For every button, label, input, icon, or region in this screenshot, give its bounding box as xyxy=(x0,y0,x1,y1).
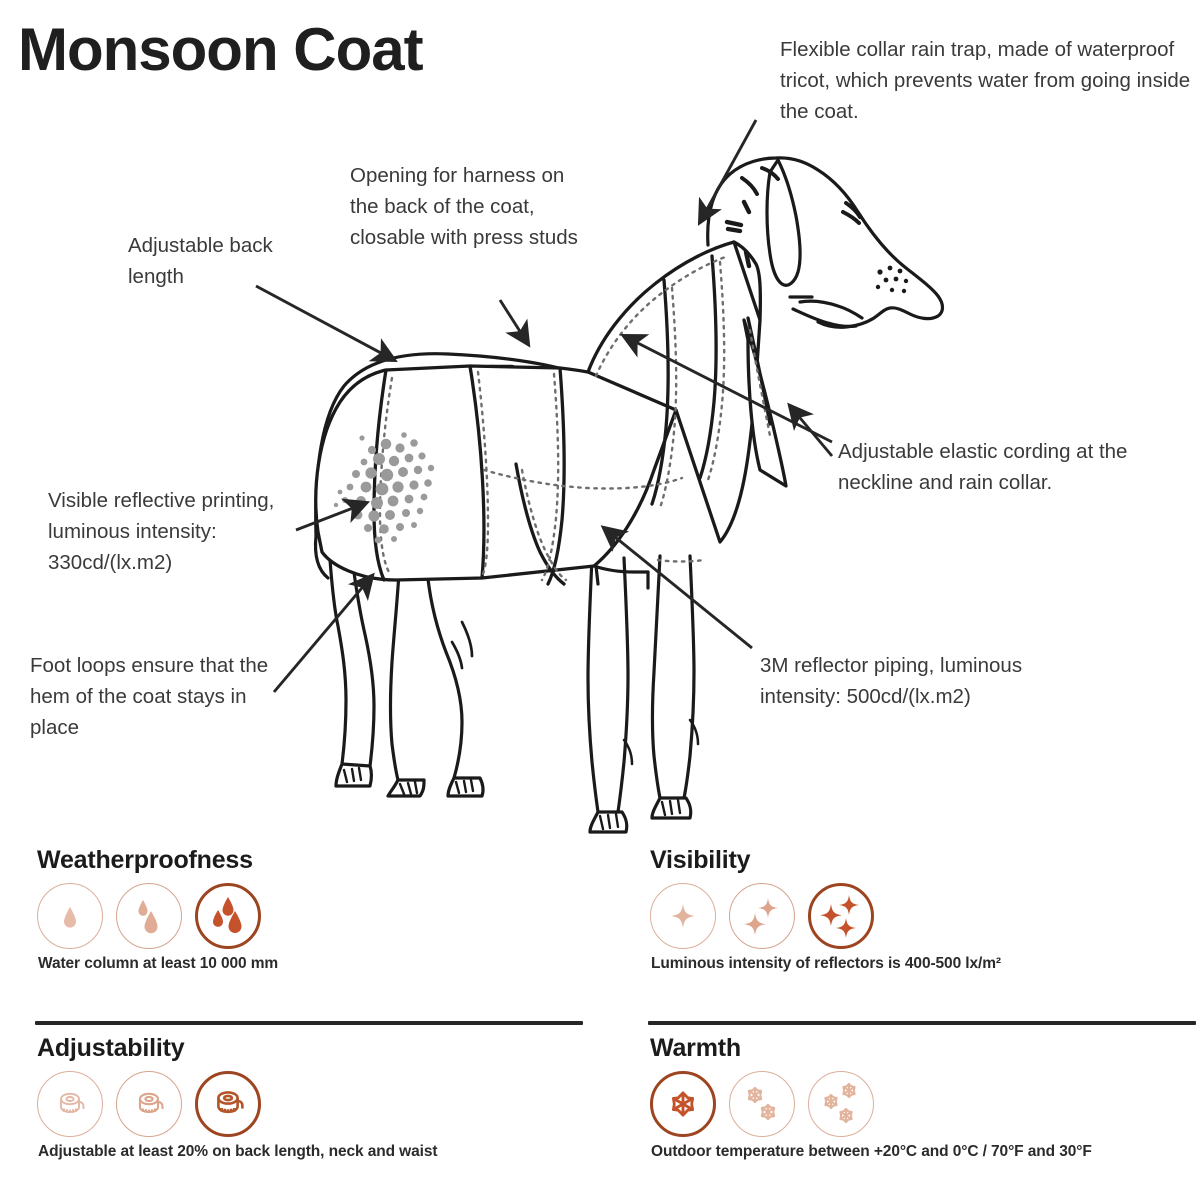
measuring-tape-icon xyxy=(217,1091,244,1114)
callout-collar-rain-trap: Flexible collar rain trap, made of water… xyxy=(780,38,1191,124)
callout-back-length: Adjustable back length xyxy=(128,234,273,289)
level-2-warmth[interactable] xyxy=(729,1071,795,1137)
coat-stitch-lines xyxy=(378,254,772,582)
feature-title: Adjustability xyxy=(37,1034,185,1062)
feature-level-icons xyxy=(650,1071,1196,1137)
arrow-harness-opening xyxy=(498,299,531,348)
level-1-weatherproofness[interactable] xyxy=(37,883,103,949)
sparkle-icon xyxy=(744,898,778,935)
feature-title: Warmth xyxy=(650,1034,741,1062)
sparkle-icon xyxy=(671,904,695,928)
callout-foot-loops: Foot loops ensure that the hem of the co… xyxy=(30,654,269,740)
section-divider xyxy=(35,1021,583,1025)
sparkle-icon xyxy=(820,895,859,938)
level-3-warmth[interactable] xyxy=(808,1071,874,1137)
dog-coat-illustration xyxy=(255,119,945,834)
level-3-adjustability-selected[interactable] xyxy=(195,1071,261,1137)
arrow-3m-reflector xyxy=(600,525,753,650)
feature-weatherproofness: Weatherproofness Water c xyxy=(35,846,583,973)
snowflake-icon xyxy=(672,1091,694,1117)
arrow-back-length xyxy=(255,284,398,363)
measuring-tape-icon xyxy=(138,1092,164,1114)
level-3-weatherproofness-selected[interactable] xyxy=(195,883,261,949)
callout-reflective-print: Visible reflective printing, luminous in… xyxy=(48,489,275,575)
callout-arrows xyxy=(255,119,834,693)
level-2-visibility[interactable] xyxy=(729,883,795,949)
measuring-tape-icon xyxy=(60,1092,85,1113)
callout-3m-reflector: 3M reflector piping, luminous intensity:… xyxy=(760,654,1023,709)
level-1-visibility[interactable] xyxy=(650,883,716,949)
feature-adjustability: Adjustability xyxy=(35,1021,583,1161)
water-drop-icon xyxy=(213,897,242,933)
water-drop-icon xyxy=(64,907,76,928)
muzzle-dots xyxy=(875,265,909,294)
snowflake-icon xyxy=(747,1086,776,1121)
feature-warmth: Warmth xyxy=(648,1021,1196,1161)
level-1-adjustability[interactable] xyxy=(37,1071,103,1137)
callout-harness-opening: Opening for harness on the back of the c… xyxy=(350,164,578,250)
arrow-collar-rain-trap xyxy=(697,119,758,226)
feature-level-icons xyxy=(37,883,583,949)
feature-level-icons xyxy=(37,1071,583,1137)
feature-caption: Outdoor temperature between +20°C and 0°… xyxy=(651,1143,1092,1160)
feature-caption: Adjustable at least 20% on back length, … xyxy=(38,1143,438,1160)
feature-level-icons xyxy=(650,883,1196,949)
snowflake-icon xyxy=(824,1082,856,1124)
feature-title: Visibility xyxy=(650,846,751,874)
level-3-visibility-selected[interactable] xyxy=(808,883,874,949)
feature-caption: Luminous intensity of reflectors is 400-… xyxy=(651,955,1001,972)
arrow-cording-collar xyxy=(787,402,834,457)
page-title: Monsoon Coat xyxy=(18,16,424,83)
level-2-adjustability[interactable] xyxy=(116,1071,182,1137)
water-drop-icon xyxy=(138,900,158,934)
dog-head xyxy=(706,156,945,329)
level-2-weatherproofness[interactable] xyxy=(116,883,182,949)
feature-title: Weatherproofness xyxy=(37,846,253,874)
level-1-warmth-selected[interactable] xyxy=(650,1071,716,1137)
feature-grid: Weatherproofness Water c xyxy=(0,846,1200,1200)
feature-visibility: Visibility Luminous inte xyxy=(648,846,1196,973)
feature-caption: Water column at least 10 000 mm xyxy=(38,955,279,972)
section-divider xyxy=(648,1021,1196,1025)
callout-elastic-cording: Adjustable elastic cording at the neckli… xyxy=(838,440,1128,495)
arrow-foot-loops xyxy=(272,572,375,693)
arrow-reflective-print xyxy=(295,498,371,532)
